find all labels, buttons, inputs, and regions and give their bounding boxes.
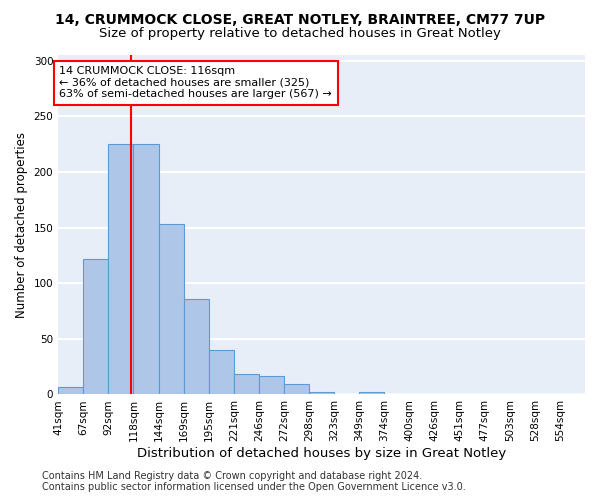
Bar [359,392,385,394]
Text: 14 CRUMMOCK CLOSE: 116sqm
← 36% of detached houses are smaller (325)
63% of semi: 14 CRUMMOCK CLOSE: 116sqm ← 36% of detac… [59,66,332,100]
Bar [259,376,284,394]
Bar [284,384,309,394]
Text: Size of property relative to detached houses in Great Notley: Size of property relative to detached ho… [99,28,501,40]
Bar [234,374,259,394]
Bar [184,298,209,394]
Y-axis label: Number of detached properties: Number of detached properties [15,132,28,318]
Text: Contains HM Land Registry data © Crown copyright and database right 2024.
Contai: Contains HM Land Registry data © Crown c… [42,471,466,492]
Bar [109,144,133,395]
Bar [133,144,158,395]
Bar [209,350,234,395]
Bar [83,258,109,394]
Bar [158,224,184,394]
Bar [309,392,334,394]
X-axis label: Distribution of detached houses by size in Great Notley: Distribution of detached houses by size … [137,447,506,460]
Text: 14, CRUMMOCK CLOSE, GREAT NOTLEY, BRAINTREE, CM77 7UP: 14, CRUMMOCK CLOSE, GREAT NOTLEY, BRAINT… [55,12,545,26]
Bar [58,386,83,394]
